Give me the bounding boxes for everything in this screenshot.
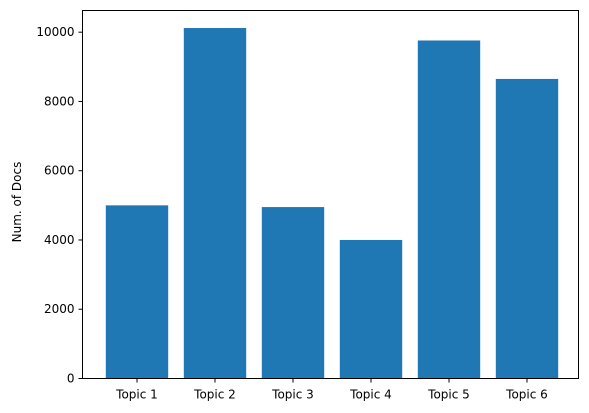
x-tick-label: Topic 1 — [115, 388, 158, 402]
bars — [105, 28, 559, 379]
y-tick-label: 4000 — [44, 233, 75, 247]
x-axis: Topic 1 Topic 2 Topic 3 Topic 4 Topic 5 Topic… — [115, 378, 548, 402]
x-tick-label: Topic 6 — [505, 388, 548, 402]
x-tick-label: Topic 4 — [349, 388, 392, 402]
y-tick-label: 2000 — [44, 302, 75, 316]
bar-3 — [261, 207, 325, 379]
y-axis: 0 2000 4000 6000 8000 10000 — [36, 25, 83, 386]
bar-5 — [417, 40, 481, 379]
x-tick-label: Topic 5 — [427, 388, 470, 402]
bar-2 — [183, 28, 247, 379]
x-tick-label: Topic 3 — [271, 388, 314, 402]
bar-6 — [495, 78, 559, 379]
x-tick-label: Topic 2 — [193, 388, 236, 402]
bar-4 — [339, 239, 403, 379]
y-axis-title: Num. of Docs — [10, 162, 24, 243]
bar-1 — [105, 205, 169, 379]
plot-frame — [82, 10, 579, 379]
y-tick-label: 6000 — [44, 164, 75, 178]
y-tick-label: 10000 — [36, 25, 74, 39]
y-tick-label: 8000 — [44, 94, 75, 108]
y-tick-label: 0 — [67, 372, 75, 386]
